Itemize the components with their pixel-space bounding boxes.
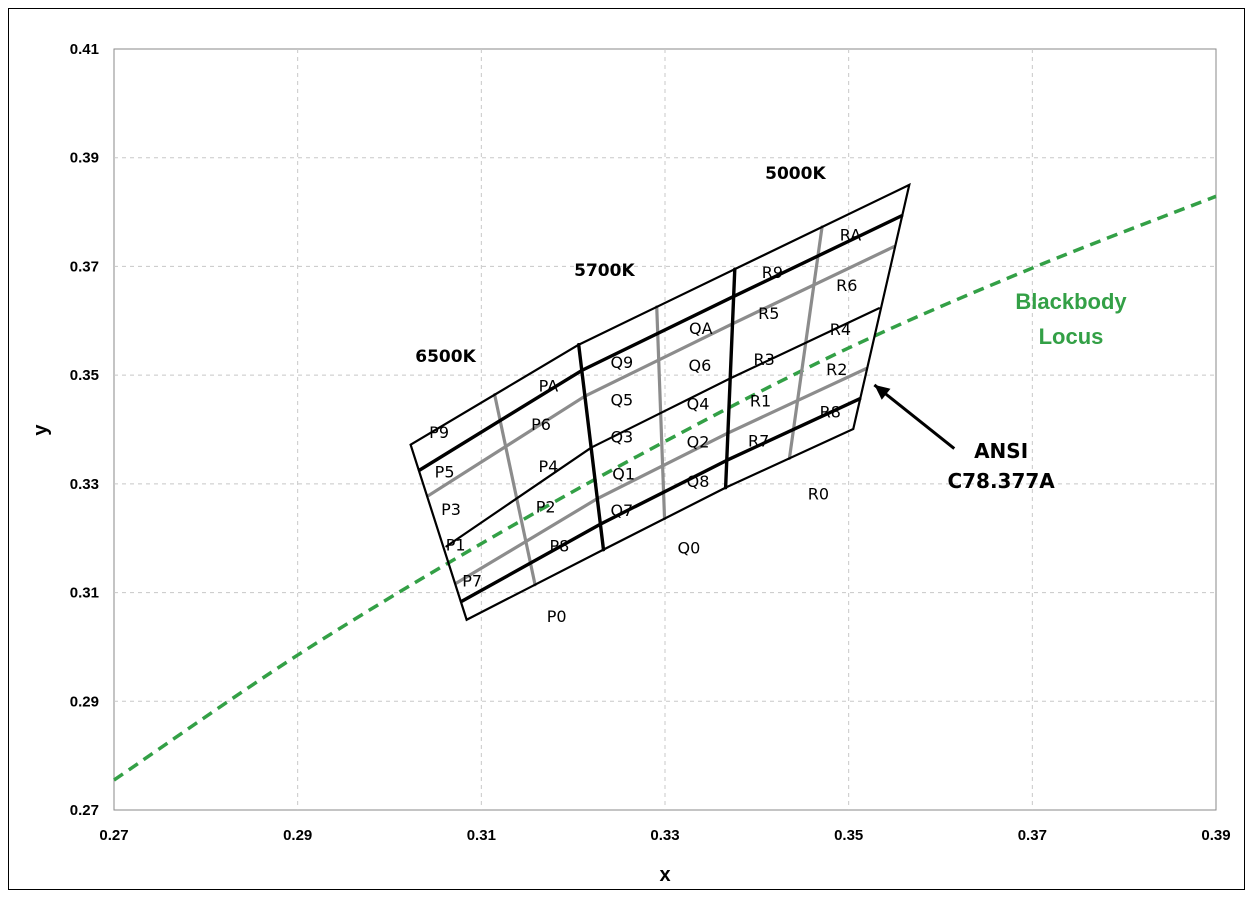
bin-label-R3: R3: [754, 350, 775, 369]
bin-label-R7: R7: [748, 431, 769, 450]
bin-divider-upper: [426, 394, 587, 498]
y-tick-label: 0.33: [70, 476, 99, 493]
ansi-arrow-line: [873, 383, 956, 450]
locus-label-line2: Locus: [1039, 324, 1104, 349]
bin-label-Q6: Q6: [689, 356, 712, 375]
region-label-R0: R0: [808, 485, 829, 504]
y-tick-label: 0.27: [70, 802, 99, 819]
bin-label-PA: PA: [539, 376, 559, 395]
bin-label-P4: P4: [538, 457, 558, 476]
bin-divider-lower: [595, 431, 730, 501]
bin-line-center: [445, 446, 593, 548]
y-tick-label: 0.29: [70, 693, 99, 710]
bin-label-Q1: Q1: [612, 465, 635, 484]
bin-line-top: [417, 368, 584, 472]
bin-label-P9: P9: [429, 423, 449, 442]
y-tick-label: 0.37: [70, 258, 99, 275]
ansi-annotation: [873, 383, 956, 450]
x-tick-label: 0.39: [1201, 827, 1230, 844]
y-tick-label: 0.41: [70, 41, 99, 58]
bin-label-Q5: Q5: [610, 391, 633, 410]
bin-line-top: [731, 214, 904, 299]
bin-label-P1: P1: [446, 536, 466, 555]
bin-label-Q2: Q2: [687, 432, 710, 451]
bin-label-P2: P2: [536, 498, 556, 517]
ansi-arrow-head: [874, 384, 891, 400]
bin-label-R8: R8: [820, 403, 841, 422]
x-tick-label: 0.33: [650, 827, 679, 844]
y-axis-label: y: [30, 424, 52, 436]
x-tick-label: 0.31: [467, 827, 496, 844]
bin-label-P8: P8: [549, 536, 569, 555]
bin-divider-upper: [583, 322, 735, 398]
bin-line-bottom: [459, 522, 603, 604]
boundary-q-r: [723, 267, 737, 490]
gridlines: [114, 49, 1216, 810]
bin-divider-lower: [454, 496, 600, 585]
bin-label-Q4: Q4: [687, 394, 710, 413]
x-axis-label: x: [659, 864, 670, 886]
bin-line-top: [580, 294, 736, 373]
bin-label-R4: R4: [830, 320, 851, 339]
quadrangle-R: [724, 182, 911, 490]
chromaticity-chart: 0.27 0.29 0.31 0.33 0.35 0.37 0.39 0.27 0.29 0.3…: [30, 41, 1231, 886]
x-tick-label: 0.35: [834, 827, 863, 844]
locus-label-line1: Blackbody: [1015, 289, 1127, 314]
x-tick-label: 0.29: [283, 827, 312, 844]
cct-label-6500K: 6500K: [415, 347, 476, 367]
bin-label-R5: R5: [758, 304, 779, 323]
ansi-label-line1: ANSI: [974, 439, 1028, 463]
bin-label-P3: P3: [441, 500, 461, 519]
ansi-quadrangles: [409, 182, 911, 622]
bin-line-center: [729, 307, 881, 380]
x-tick-label: 0.37: [1018, 827, 1047, 844]
cct-labels: 6500K 5700K 5000K: [415, 164, 826, 367]
bin-label-Q8: Q8: [687, 472, 710, 491]
cct-label-5700K: 5700K: [574, 261, 635, 281]
bin-label-RA: RA: [840, 225, 861, 244]
chart-frame: 0.27 0.29 0.31 0.33 0.35 0.37 0.39 0.27 0.29 0.3…: [8, 8, 1245, 890]
bin-label-R2: R2: [826, 360, 847, 379]
bin-label-R9: R9: [762, 263, 783, 282]
x-tick-label: 0.27: [99, 827, 128, 844]
bin-labels: P9 PA P5 P6 P3 P4 P1 P2 P7 P8 Q9 QA Q5 Q6 Q3 Q4 Q1 Q2 Q7 Q8…: [429, 225, 861, 590]
ansi-label-line2: C78.377A: [947, 469, 1055, 493]
y-tick-label: 0.39: [70, 150, 99, 167]
bin-line-bottom: [598, 458, 729, 526]
bin-label-Q7: Q7: [610, 501, 633, 520]
y-tick-label: 0.31: [70, 585, 99, 602]
cct-label-5000K: 5000K: [765, 164, 826, 184]
y-axis-ticks: 0.27 0.29 0.31 0.33 0.35 0.37 0.39 0.41: [70, 41, 99, 819]
region-labels: P0 Q0 R0: [547, 485, 829, 626]
x-axis-ticks: 0.27 0.29 0.31 0.33 0.35 0.37 0.39: [99, 827, 1230, 844]
bin-label-QA: QA: [689, 319, 713, 338]
bin-label-R1: R1: [750, 392, 771, 411]
blackbody-locus: [113, 194, 1217, 782]
region-label-Q0: Q0: [677, 538, 700, 557]
bin-label-P5: P5: [435, 462, 455, 481]
bin-label-Q9: Q9: [610, 353, 633, 372]
bin-label-P7: P7: [462, 572, 482, 591]
bin-label-P6: P6: [531, 415, 551, 434]
bin-divider-vertical: [493, 393, 537, 587]
bin-divider-upper: [730, 244, 896, 326]
boundary-p-q: [576, 343, 606, 552]
region-label-P0: P0: [547, 607, 567, 626]
bin-line-center: [590, 377, 732, 449]
y-tick-label: 0.35: [70, 367, 99, 384]
locus-curve: [113, 194, 1217, 782]
bin-divider-lower: [726, 367, 868, 435]
bin-line-bottom: [725, 397, 862, 463]
bin-label-R6: R6: [836, 276, 857, 295]
bin-label-Q3: Q3: [610, 428, 633, 447]
